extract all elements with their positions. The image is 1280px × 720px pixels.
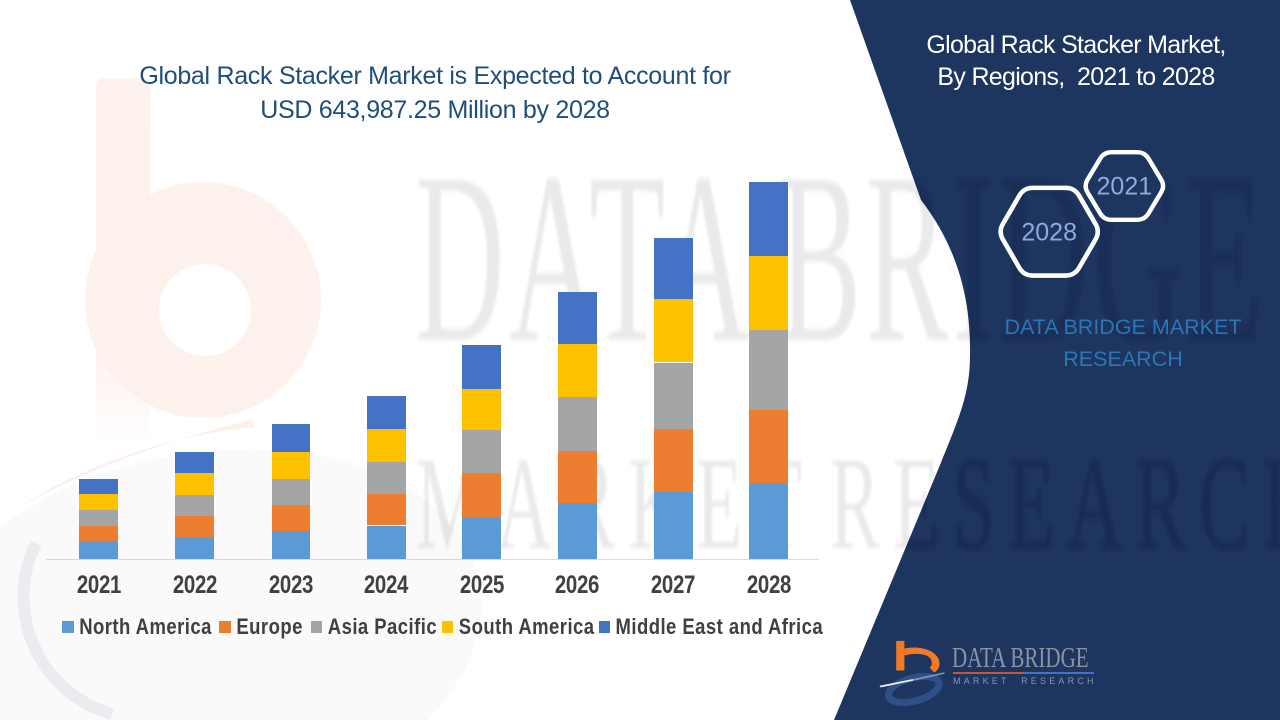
svg-text:2021: 2021 [1097,173,1153,201]
svg-text:2028: 2028 [1021,219,1077,247]
